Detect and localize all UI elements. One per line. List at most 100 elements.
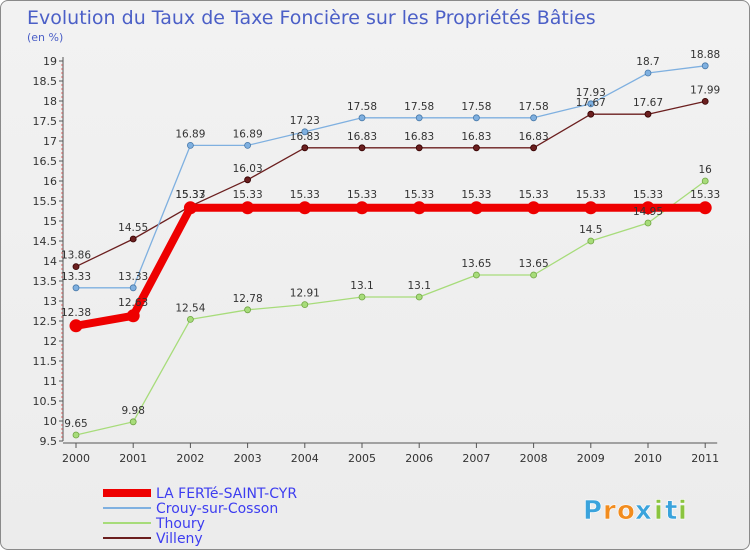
- y-tick-label: 13: [43, 295, 57, 308]
- data-label-villeny: 15.37: [175, 189, 205, 201]
- data-label-crouy-sur-cosson: 17.58: [461, 101, 491, 113]
- point-thoury: [587, 237, 595, 245]
- point-crouy-sur-cosson: [358, 114, 366, 122]
- data-label-villeny: 16.83: [290, 131, 320, 143]
- point-la-fert-saint-cyr: [69, 319, 83, 333]
- logo-letter: i: [654, 496, 663, 526]
- data-label-la-fert-saint-cyr: 15.33: [404, 189, 434, 201]
- data-label-thoury: 13.1: [350, 280, 373, 292]
- y-tick-label: 17.5: [33, 115, 58, 128]
- x-tick-label: 2005: [348, 452, 376, 465]
- y-tick-label: 16.5: [33, 155, 58, 168]
- x-tick-label: 2004: [291, 452, 319, 465]
- data-label-la-fert-saint-cyr: 15.33: [290, 189, 320, 201]
- point-la-fert-saint-cyr: [698, 201, 712, 215]
- data-label-la-fert-saint-cyr: 12.63: [118, 297, 148, 309]
- point-la-fert-saint-cyr: [183, 201, 197, 215]
- series-layer: [69, 62, 712, 439]
- point-la-fert-saint-cyr: [355, 201, 369, 215]
- point-crouy-sur-cosson: [129, 284, 137, 292]
- point-villeny: [244, 176, 252, 184]
- x-tick-label: 2002: [176, 452, 204, 465]
- data-label-la-fert-saint-cyr: 15.33: [461, 189, 491, 201]
- y-tick-label: 12: [43, 335, 57, 348]
- point-la-fert-saint-cyr: [469, 201, 483, 215]
- x-tick-label: 2006: [405, 452, 433, 465]
- legend-label-la-fert-saint-cyr: LA FERTé-SAINT-CYR: [156, 486, 297, 502]
- point-thoury: [358, 293, 366, 301]
- series-line-thoury: [75, 180, 706, 436]
- series-line-crouy-sur-cosson: [75, 65, 706, 289]
- data-label-la-fert-saint-cyr: 15.33: [690, 189, 720, 201]
- point-thoury: [472, 271, 480, 279]
- point-villeny: [72, 263, 80, 271]
- legend: LA FERTé-SAINT-CYRCrouy-sur-CossonThoury…: [103, 486, 297, 547]
- data-label-thoury: 13.65: [519, 258, 549, 270]
- point-crouy-sur-cosson: [644, 69, 652, 77]
- data-label-thoury: 14.5: [579, 224, 602, 236]
- data-label-thoury: 12.91: [290, 288, 320, 300]
- data-label-thoury: 9.65: [64, 418, 87, 430]
- data-label-villeny: 16.83: [461, 131, 491, 143]
- y-tick-label: 10.5: [33, 395, 58, 408]
- point-thoury: [701, 177, 709, 185]
- y-tick-label: 14: [43, 255, 57, 268]
- point-crouy-sur-cosson: [701, 62, 709, 70]
- x-tick-label: 2007: [462, 452, 490, 465]
- point-la-fert-saint-cyr: [527, 201, 541, 215]
- point-thoury: [129, 418, 137, 426]
- data-labels-layer: 13.86 14.55 15.37 16.03 16.83 16.83 16.83 16.83…: [61, 49, 720, 430]
- y-tick-label: 14.5: [33, 235, 58, 248]
- point-villeny: [358, 144, 366, 152]
- x-tick-label: 2008: [520, 452, 548, 465]
- y-tick-label: 15.5: [33, 195, 58, 208]
- logo-letter: o: [617, 496, 635, 526]
- point-thoury: [301, 301, 309, 309]
- data-label-villeny: 17.67: [576, 97, 606, 109]
- y-tick-label: 17: [43, 135, 57, 148]
- data-label-crouy-sur-cosson: 18.88: [690, 49, 720, 61]
- data-label-crouy-sur-cosson: 17.58: [404, 101, 434, 113]
- point-thoury: [644, 219, 652, 227]
- data-label-la-fert-saint-cyr: 15.33: [576, 189, 606, 201]
- data-label-thoury: 13.1: [408, 280, 431, 292]
- point-crouy-sur-cosson: [186, 141, 194, 149]
- point-thoury: [186, 315, 194, 323]
- y-tick-label: 15: [43, 215, 57, 228]
- point-crouy-sur-cosson: [530, 114, 537, 122]
- x-tick-label: 2010: [634, 452, 662, 465]
- data-label-la-fert-saint-cyr: 15.33: [347, 189, 377, 201]
- point-la-fert-saint-cyr: [584, 201, 598, 215]
- data-label-crouy-sur-cosson: 13.33: [61, 271, 91, 283]
- data-label-crouy-sur-cosson: 17.93: [576, 87, 606, 99]
- data-label-la-fert-saint-cyr: 15.33: [519, 189, 549, 201]
- data-label-villeny: 16.03: [233, 163, 263, 175]
- point-la-fert-saint-cyr: [298, 201, 312, 215]
- data-label-thoury: 12.54: [175, 302, 205, 314]
- point-villeny: [415, 144, 423, 152]
- x-tick-label: 2000: [62, 452, 90, 465]
- data-label-crouy-sur-cosson: 16.89: [233, 128, 263, 140]
- data-label-crouy-sur-cosson: 17.58: [347, 101, 377, 113]
- legend-label-thoury: Thoury: [155, 516, 205, 532]
- chart-title: Evolution du Taux de Taxe Foncière sur l…: [27, 7, 596, 29]
- axes: 9.5 10 10.5 11 11.5 12 12.5 13 13.5 14 14.5 15 15.5 1…: [33, 55, 720, 465]
- data-label-villeny: 17.99: [690, 84, 720, 96]
- point-crouy-sur-cosson: [587, 100, 595, 108]
- point-la-fert-saint-cyr: [641, 201, 655, 215]
- point-crouy-sur-cosson: [301, 128, 309, 136]
- y-tick-label: 16: [43, 175, 57, 188]
- data-label-crouy-sur-cosson: 18.7: [636, 56, 659, 68]
- data-label-thoury: 9.98: [122, 405, 145, 417]
- x-tick-label: 2009: [577, 452, 605, 465]
- data-label-la-fert-saint-cyr: 15.33: [633, 189, 663, 201]
- data-label-crouy-sur-cosson: 17.23: [290, 115, 320, 127]
- logo-letter: P: [583, 496, 602, 526]
- x-tick-label: 2011: [691, 452, 719, 465]
- point-la-fert-saint-cyr: [241, 201, 255, 215]
- data-label-crouy-sur-cosson: 13.33: [118, 271, 148, 283]
- data-label-crouy-sur-cosson: 17.58: [519, 101, 549, 113]
